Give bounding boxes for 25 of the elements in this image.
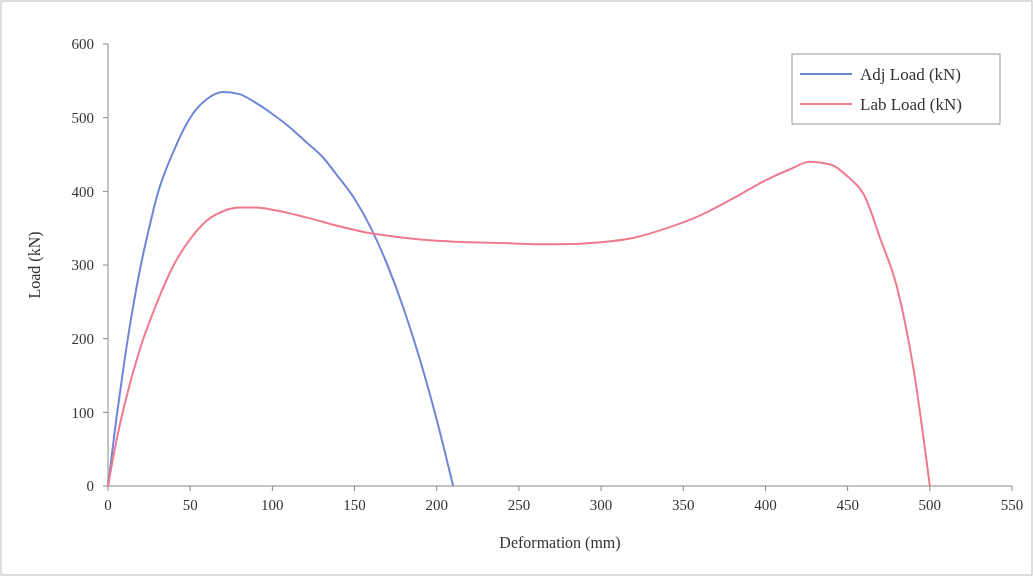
line-series: [107, 90, 455, 487]
x-tick-label: 450: [836, 497, 859, 513]
x-tick-label: 500: [918, 497, 942, 513]
x-tick-label: 150: [343, 497, 366, 513]
y-axis-title: Load (kN): [26, 231, 44, 299]
x-tick-label: 100: [261, 497, 284, 513]
x-tick-label: 300: [589, 497, 613, 513]
y-tick-label: 0: [86, 478, 94, 495]
x-tick-label: 350: [672, 497, 695, 513]
y-tick-label: 300: [71, 257, 94, 274]
x-tick-label: 250: [507, 497, 531, 513]
legend-label: Adj Load (kN): [860, 64, 962, 84]
x-tick-label: 400: [754, 497, 777, 513]
x-axis-title: Deformation (mm): [499, 534, 621, 552]
y-tick-label: 600: [71, 36, 94, 53]
y-tick-label: 100: [71, 404, 94, 421]
x-tick-label: 200: [425, 497, 448, 513]
x-tick-label: 50: [182, 497, 198, 513]
x-tick-label: 550: [1000, 497, 1024, 513]
x-tick-label: 0: [104, 497, 112, 513]
legend-label: Lab Load (kN): [860, 94, 962, 114]
y-tick-label: 500: [71, 109, 94, 126]
line-series: [107, 160, 931, 487]
y-tick-label: 400: [71, 183, 94, 200]
y-tick-label: 200: [71, 330, 94, 347]
